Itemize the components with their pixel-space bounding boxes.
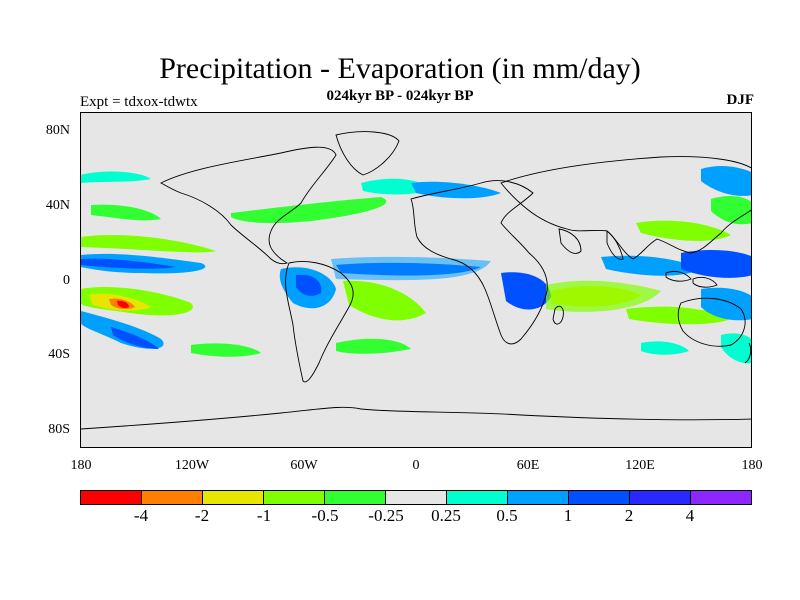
lon-label: 180 bbox=[70, 458, 92, 473]
colorbar-label: -2 bbox=[194, 506, 210, 525]
lat-label: 80N bbox=[45, 123, 70, 138]
anomaly-region bbox=[411, 181, 501, 199]
season-label: DJF bbox=[726, 92, 755, 108]
colorbar-swatch bbox=[447, 491, 508, 504]
precip-evap-map bbox=[81, 113, 751, 447]
colorbar-swatch bbox=[203, 491, 264, 504]
coastlines bbox=[81, 131, 751, 430]
anomaly-region bbox=[81, 258, 176, 269]
anomaly-region bbox=[81, 234, 216, 253]
colorbar-label: -0.25 bbox=[368, 506, 404, 525]
colorbar-label: 1 bbox=[563, 506, 573, 525]
lat-label: 80S bbox=[48, 422, 70, 437]
colorbar-label: 2 bbox=[624, 506, 634, 525]
lon-label: 120E bbox=[625, 458, 655, 473]
anomaly-region bbox=[601, 255, 701, 276]
lon-label: 60E bbox=[516, 458, 540, 473]
colorbar-swatch bbox=[142, 491, 203, 504]
lon-label: 0 bbox=[412, 458, 420, 473]
colorbar-label: 4 bbox=[685, 506, 695, 525]
anomaly-region bbox=[336, 338, 411, 354]
colorbar-swatch bbox=[386, 491, 447, 504]
colorbar-swatch bbox=[81, 491, 142, 504]
lon-label: 120W bbox=[174, 458, 210, 473]
anomaly-region bbox=[296, 274, 322, 296]
anomaly-region bbox=[117, 300, 129, 309]
anomaly-region bbox=[701, 166, 751, 196]
colorbar-swatch bbox=[508, 491, 569, 504]
anomaly-region bbox=[361, 178, 431, 195]
anomaly-region bbox=[546, 280, 661, 312]
anomaly-region bbox=[231, 197, 387, 224]
anomaly-region bbox=[701, 287, 751, 321]
plot-subtitle: 024kyr BP - 024kyr BP bbox=[326, 88, 474, 104]
anomaly-region bbox=[343, 280, 426, 321]
anomaly-field bbox=[81, 166, 751, 364]
anomaly-region bbox=[331, 256, 491, 281]
colorbar-label: 0.25 bbox=[431, 506, 461, 525]
anomaly-region bbox=[111, 327, 159, 349]
plot-title: Precipitation - Evaporation (in mm/day) bbox=[159, 52, 641, 85]
colorbar-label: -1 bbox=[256, 506, 272, 525]
experiment-label: Expt = tdxox-tdwtx bbox=[80, 94, 198, 110]
anomaly-region bbox=[636, 220, 731, 241]
anomaly-region bbox=[81, 171, 151, 183]
anomaly-region bbox=[641, 341, 689, 355]
colorbar-swatch bbox=[630, 491, 691, 504]
anomaly-region bbox=[91, 204, 161, 221]
colorbar-swatch bbox=[264, 491, 325, 504]
anomaly-region bbox=[191, 343, 261, 357]
colorbar-label: -4 bbox=[133, 506, 149, 525]
anomaly-region bbox=[721, 333, 751, 364]
map-panel bbox=[80, 112, 752, 448]
colorbar-label: 0.5 bbox=[496, 506, 518, 525]
colorbar-swatch bbox=[569, 491, 630, 504]
anomaly-region bbox=[501, 272, 551, 310]
colorbar bbox=[80, 490, 752, 505]
lon-label: 60W bbox=[290, 458, 318, 473]
lat-label: 0 bbox=[63, 273, 70, 288]
lat-label: 40N bbox=[45, 198, 70, 213]
lat-label: 40S bbox=[48, 347, 70, 362]
colorbar-label: -0.5 bbox=[311, 506, 339, 525]
anomaly-region bbox=[681, 250, 751, 278]
colorbar-swatch bbox=[691, 491, 751, 504]
colorbar-swatch bbox=[325, 491, 386, 504]
map-background bbox=[81, 113, 751, 447]
lon-label: 180 bbox=[741, 458, 763, 473]
